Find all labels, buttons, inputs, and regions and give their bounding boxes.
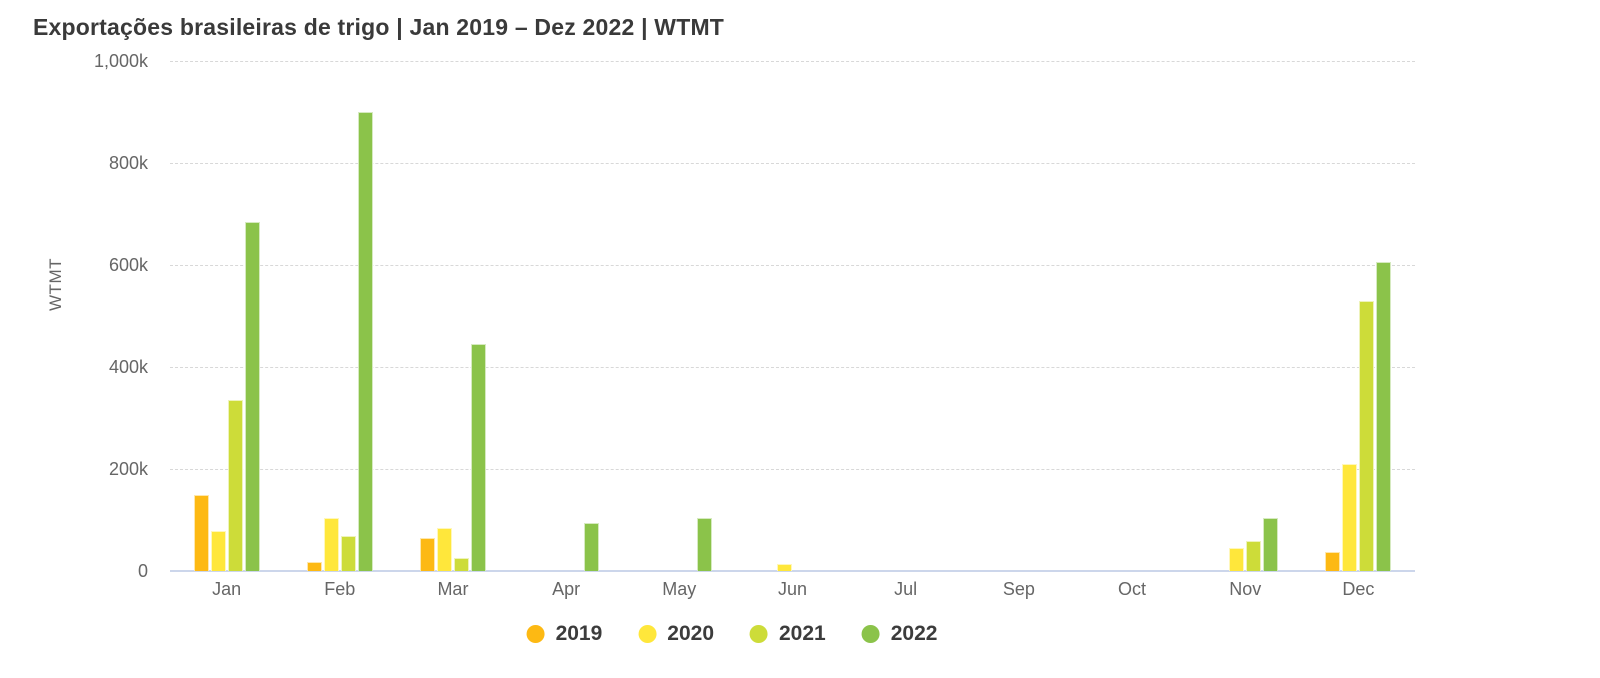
gridline-200k: [170, 469, 1415, 470]
bar-2021-nov[interactable]: [1246, 541, 1262, 571]
legend-swatch-icon: [750, 625, 768, 643]
bar-2020-jun[interactable]: [776, 563, 792, 571]
bar-2022-apr[interactable]: [584, 522, 600, 571]
x-tick-label-jul: Jul: [894, 579, 918, 599]
bar-2019-dec[interactable]: [1325, 552, 1341, 571]
y-tick-label: 200k: [108, 459, 148, 479]
gridline-600k: [170, 265, 1415, 266]
legend-item-2019[interactable]: 2019: [526, 622, 603, 646]
legend-label: 2019: [555, 622, 603, 645]
legend-label: 2021: [779, 622, 826, 645]
bar-2020-mar[interactable]: [436, 527, 452, 571]
legend-swatch-icon: [861, 625, 880, 643]
y-tick-label: 0: [137, 561, 148, 581]
chart-title: Exportações brasileiras de trigo | Jan 2…: [33, 14, 725, 40]
gridline-400k: [170, 367, 1415, 368]
y-tick-label: 600k: [108, 255, 148, 275]
x-tick-label-nov: Nov: [1229, 579, 1262, 599]
x-tick-label-oct: Oct: [1118, 579, 1147, 599]
bar-2020-dec[interactable]: [1342, 463, 1358, 571]
bar-2022-nov[interactable]: [1263, 518, 1279, 571]
bar-2020-feb[interactable]: [323, 518, 339, 571]
y-tick-label: 400k: [108, 357, 148, 377]
bar-2019-mar[interactable]: [419, 537, 435, 571]
plot-area: [170, 61, 1415, 572]
bar-2021-feb[interactable]: [340, 536, 356, 571]
x-axis-line: [170, 570, 1415, 572]
legend-item-2021[interactable]: 2021: [750, 622, 826, 646]
legend-swatch-icon: [638, 625, 657, 643]
bar-2020-jan[interactable]: [210, 531, 226, 571]
gridline-1,000k: [170, 61, 1415, 62]
x-tick-label-feb: Feb: [324, 579, 356, 599]
legend: 2019 2020 2021 2022: [526, 622, 938, 646]
bar-2022-mar[interactable]: [470, 344, 486, 571]
x-tick-label-may: May: [662, 579, 697, 599]
bar-2021-jan[interactable]: [227, 400, 243, 571]
x-tick-label-jun: Jun: [777, 579, 807, 599]
bar-2022-jan[interactable]: [244, 221, 260, 571]
bar-2021-mar[interactable]: [453, 557, 469, 571]
x-tick-label-mar: Mar: [437, 579, 469, 599]
y-tick-label: 1,000k: [93, 51, 148, 71]
gridline-800k: [170, 163, 1415, 164]
x-tick-label-dec: Dec: [1342, 579, 1375, 599]
legend-item-2020[interactable]: 2020: [638, 622, 714, 646]
bar-2019-feb[interactable]: [306, 561, 322, 571]
x-tick-label-jan: Jan: [212, 579, 242, 599]
bar-2021-dec[interactable]: [1359, 300, 1375, 571]
legend-item-2022[interactable]: 2022: [861, 622, 938, 646]
legend-label: 2022: [890, 622, 938, 645]
x-tick-label-apr: Apr: [552, 579, 581, 599]
x-tick-label-sep: Sep: [1002, 579, 1035, 599]
bar-2022-dec[interactable]: [1376, 262, 1392, 571]
legend-label: 2020: [667, 622, 714, 645]
bar-2020-nov[interactable]: [1229, 547, 1245, 571]
bar-2022-feb[interactable]: [357, 112, 373, 571]
bar-2022-may[interactable]: [697, 518, 713, 571]
bar-2019-jan[interactable]: [193, 494, 209, 571]
legend-swatch-icon: [526, 625, 545, 643]
y-tick-label: 800k: [108, 153, 148, 173]
